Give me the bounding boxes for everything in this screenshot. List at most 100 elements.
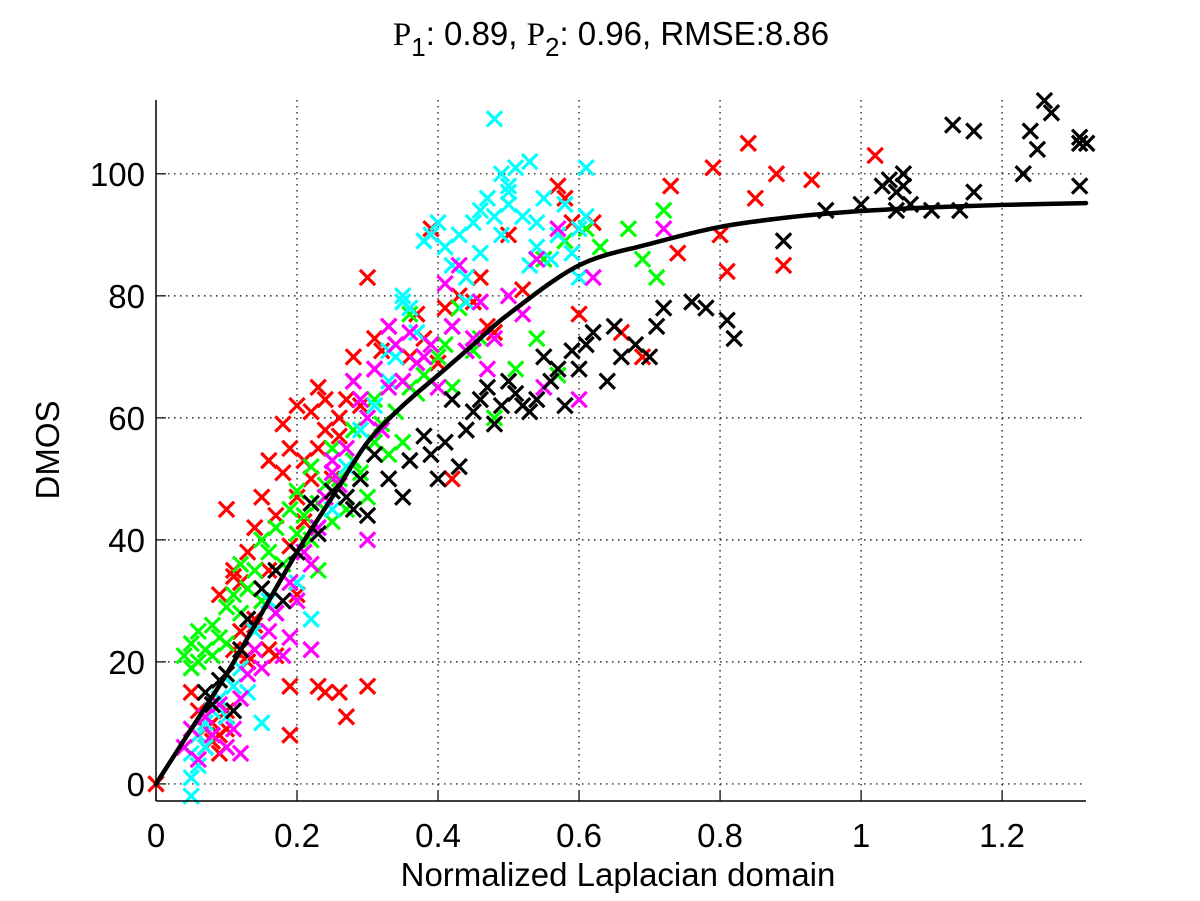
data-point-magenta bbox=[344, 372, 363, 391]
data-point-magenta bbox=[302, 640, 320, 659]
y-tick-labels: 0 20 40 60 80 100 bbox=[90, 156, 145, 803]
data-point-magenta bbox=[436, 274, 454, 293]
data-point-black bbox=[598, 372, 617, 391]
data-point-cyan bbox=[471, 201, 490, 220]
data-point-green bbox=[506, 360, 525, 378]
data-point-red bbox=[260, 451, 278, 470]
data-point-black bbox=[1021, 122, 1040, 140]
data-point-magenta bbox=[654, 219, 673, 238]
data-point-black bbox=[401, 451, 419, 470]
data-point-cyan bbox=[499, 177, 518, 195]
data-point-red bbox=[281, 726, 299, 744]
data-point-green bbox=[401, 305, 419, 323]
data-point-magenta bbox=[379, 378, 398, 397]
chart-title-part: P bbox=[527, 17, 545, 53]
data-point-magenta bbox=[499, 287, 518, 305]
data-point-cyan bbox=[224, 677, 243, 696]
data-point-black bbox=[654, 299, 673, 317]
axes bbox=[155, 100, 1086, 802]
data-point-magenta bbox=[485, 329, 504, 348]
data-point-green bbox=[175, 647, 193, 665]
data-point-green bbox=[189, 622, 208, 641]
data-point-black bbox=[943, 116, 962, 134]
data-point-red bbox=[274, 415, 292, 433]
series-magenta bbox=[175, 219, 673, 769]
data-point-black bbox=[415, 427, 433, 445]
data-point-green bbox=[281, 500, 299, 519]
data-point-cyan bbox=[196, 738, 215, 757]
data-point-cyan bbox=[485, 110, 504, 128]
data-point-magenta bbox=[323, 464, 342, 482]
data-point-cyan bbox=[499, 195, 518, 214]
data-point-green bbox=[238, 579, 257, 598]
data-point-green bbox=[436, 335, 454, 354]
data-point-magenta bbox=[584, 268, 602, 287]
data-point-cyan bbox=[436, 238, 454, 256]
data-point-green bbox=[633, 250, 652, 268]
chart-title-part: : 0.89, bbox=[426, 15, 527, 52]
data-point-magenta bbox=[358, 409, 377, 427]
data-point-black bbox=[556, 396, 574, 415]
x-tick-label: 0 bbox=[147, 817, 165, 854]
data-point-cyan bbox=[492, 165, 511, 183]
data-point-black bbox=[267, 561, 285, 580]
data-point-black bbox=[965, 183, 983, 201]
data-point-magenta bbox=[189, 750, 208, 769]
x-tick-label: 1 bbox=[852, 817, 870, 854]
data-point-green bbox=[288, 482, 306, 500]
data-point-black bbox=[224, 701, 243, 720]
data-point-magenta bbox=[401, 323, 419, 342]
data-point-green bbox=[189, 653, 208, 671]
data-point-red bbox=[224, 567, 243, 586]
x-tick-label: 0.2 bbox=[274, 817, 320, 854]
data-point-black bbox=[549, 360, 567, 378]
data-point-black bbox=[1042, 104, 1061, 122]
data-point-green bbox=[443, 378, 461, 397]
data-point-cyan bbox=[506, 158, 525, 177]
x-tick-label: 0.4 bbox=[415, 817, 461, 854]
chart-title-part: : 0.96, RMSE:8.86 bbox=[559, 15, 829, 52]
data-point-red bbox=[774, 256, 793, 275]
grid-lines bbox=[156, 100, 1086, 801]
data-point-cyan bbox=[563, 244, 581, 262]
data-point-green bbox=[224, 586, 243, 604]
data-point-black bbox=[542, 372, 560, 391]
data-point-red bbox=[718, 262, 736, 281]
data-point-green bbox=[288, 525, 306, 543]
data-point-black bbox=[302, 494, 320, 513]
data-point-magenta bbox=[351, 390, 370, 409]
data-point-cyan bbox=[196, 714, 215, 732]
data-point-cyan bbox=[252, 714, 271, 732]
data-point-red bbox=[704, 158, 722, 177]
y-tick-label: 0 bbox=[127, 766, 145, 803]
data-point-magenta bbox=[443, 317, 461, 336]
fit-curve-line bbox=[153, 200, 1089, 787]
data-point-magenta bbox=[281, 573, 299, 592]
data-point-black bbox=[774, 232, 793, 250]
data-point-magenta bbox=[224, 720, 243, 738]
data-point-magenta bbox=[429, 378, 447, 397]
data-point-red bbox=[316, 390, 334, 409]
y-tick-label: 100 bbox=[90, 156, 145, 193]
data-point-black bbox=[640, 348, 659, 366]
data-point-red bbox=[443, 470, 461, 488]
data-point-black bbox=[718, 311, 736, 330]
data-point-black bbox=[725, 329, 743, 348]
data-point-green bbox=[252, 531, 271, 549]
data-point-red bbox=[238, 543, 257, 561]
data-point-red bbox=[739, 134, 758, 153]
data-point-black bbox=[626, 335, 645, 354]
data-point-magenta bbox=[203, 726, 222, 744]
data-point-cyan bbox=[302, 610, 320, 628]
data-point-green bbox=[647, 268, 666, 287]
y-tick-label: 20 bbox=[108, 644, 145, 681]
data-point-cyan bbox=[422, 226, 440, 244]
chart-title-part: 1 bbox=[411, 32, 425, 62]
data-point-cyan bbox=[556, 195, 574, 214]
data-point-magenta bbox=[471, 293, 490, 311]
data-point-black bbox=[436, 433, 454, 452]
data-point-black bbox=[457, 421, 475, 439]
data-point-black bbox=[605, 317, 624, 336]
data-point-cyan bbox=[457, 293, 475, 311]
